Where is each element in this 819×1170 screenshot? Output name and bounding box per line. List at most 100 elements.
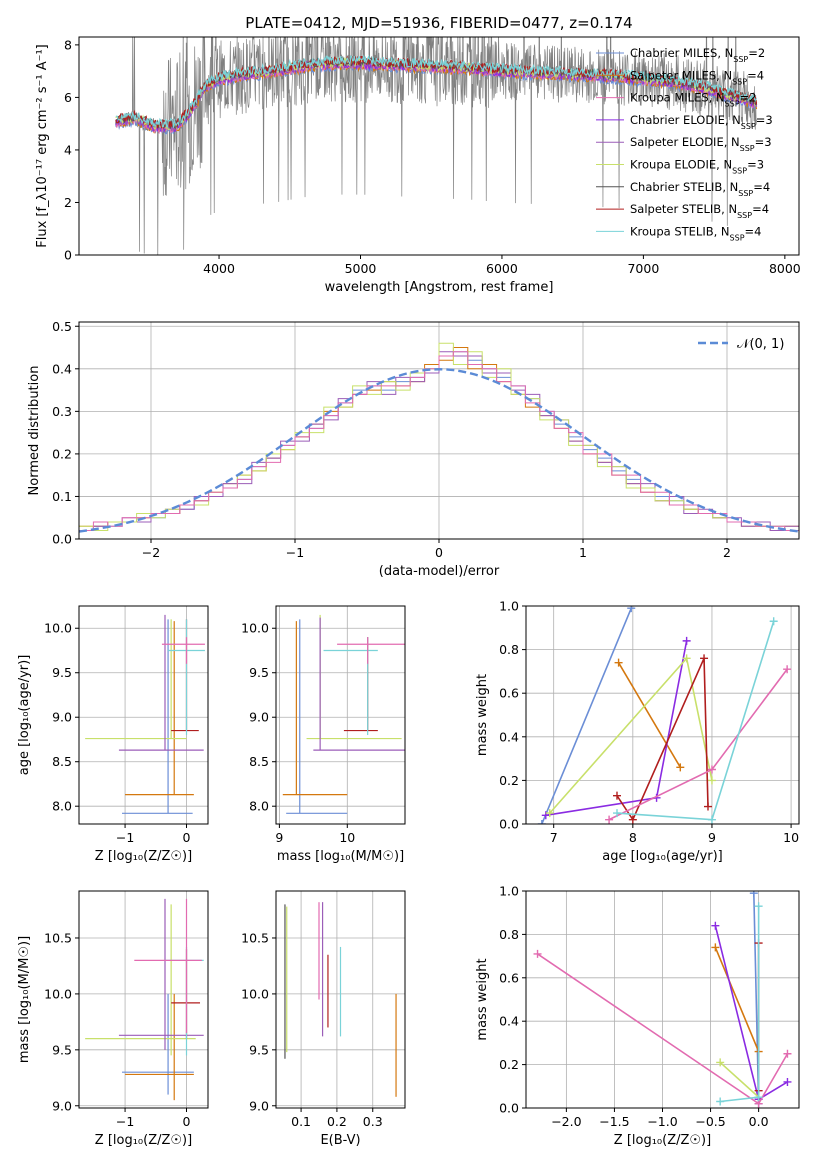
x-tick-label: 6000 [486,261,518,276]
plot-area [85,898,204,1101]
x-axis-label: Z [log₁₀(Z/Z☉)] [95,1133,192,1148]
mass-weight-line [616,621,775,821]
marker-plus [754,1093,763,1102]
plot-area [282,614,405,814]
y-tick-label: 0.4 [52,361,72,376]
y-tick-label: 0.6 [499,686,519,701]
y-tick-label: 9.0 [52,1098,72,1113]
x-tick-label: 10 [339,830,355,845]
y-axis-label: mass weight [475,674,490,756]
y-tick-label: 10.5 [241,930,269,945]
chart-panel-4: 9 10 8.0 8.5 9.0 9.5 10.0 mass [log₁₀(M/M☉)] [241,605,406,864]
x-axis-label: E(B-V) [320,1133,360,1148]
marker-plus [716,1058,725,1067]
x-tick-label: 7000 [627,261,659,276]
plot-area [533,891,792,1108]
marker-plus [711,943,720,952]
y-tick-label: 8.5 [249,754,269,769]
y-axis-label: mass weight [475,958,490,1040]
legend-label: Kroupa STELIB, NSSP=4 [630,224,761,242]
mass-weight-line [719,1061,760,1098]
x-tick-label: −1.0 [647,1114,677,1129]
axes-frame [78,890,209,1109]
marker-plus [682,654,691,663]
marker-plus [704,802,712,811]
legend-label: Chabrier MILES, NSSP=2 [630,46,765,64]
x-tick-label: 0 [183,1114,191,1129]
y-tick-label: 6 [64,90,72,105]
y-tick-label: 1.0 [499,884,519,899]
x-tick-label: 10 [783,830,799,845]
y-tick-label: 0.2 [499,773,519,788]
chart-panel-1: 4000 5000 6000 7000 8000 0 2 4 6 8 wavelength [Ang… [35,36,801,295]
y-tick-label: 8.0 [249,799,269,814]
x-axis-label: mass [log₁₀(M/M☉)] [277,849,404,864]
y-tick-label: 0.2 [52,446,72,461]
y-axis-label: age [log₁₀(age/yr)] [17,655,32,776]
figure-title: PLATE=0412, MJD=51936, FIBERID=0477, z=0… [245,14,632,32]
marker-plus [676,763,685,772]
legend-label: Chabrier ELODIE, NSSP=3 [630,113,773,130]
x-tick-label: 0.2 [327,1114,347,1129]
x-tick-label: −1.5 [599,1114,629,1129]
axes-frame [78,605,209,825]
y-tick-label: 0.6 [499,970,519,985]
y-tick-label: 0 [64,248,72,263]
y-axis-label: Flux [f_λ10⁻¹⁷ erg cm⁻² s⁻¹ A⁻¹] [35,44,50,248]
y-tick-label: 10.0 [241,621,269,636]
legend-label: Salpeter STELIB, NSSP=4 [630,202,769,220]
marker-plus [613,809,621,818]
legend-label: Salpeter ELODIE, NSSP=3 [630,135,772,153]
chart-panel-7: 0.1 0.2 0.3 9.0 9.5 10.0 10.5 E(B-V) [241,890,406,1148]
legend-label: 𝒩(0, 1) [737,337,784,352]
marker-plus [707,815,716,824]
marker-plus [769,617,778,626]
marker-plus [707,776,716,785]
chart-panel-5: 7 8 9 10 0.0 0.2 0.4 0.6 0.8 1.0 age [log₁₀(age/yr… [475,599,800,864]
x-tick-label: 4000 [203,261,235,276]
x-tick-label: 0 [435,545,443,560]
chart-panel-8: −2.0 −1.5 −1.0 −0.5 0.0 0.0 0.2 0.4 0.6 0.8 1.0 Z [… [475,884,800,1148]
x-tick-label: 0.0 [749,1114,769,1129]
x-tick-label: −2 [142,545,160,560]
y-tick-label: 8.5 [52,754,72,769]
axes-frame [275,605,406,825]
marker-plus [614,658,623,667]
marker-plus [613,791,621,800]
y-tick-label: 10.5 [44,930,72,945]
marker-plus [545,809,554,818]
y-tick-label: 8 [64,37,72,52]
legend: Chabrier MILES, NSSP=2 Salpeter MILES, NS… [596,46,773,242]
y-axis-label: Normed distribution [27,366,42,496]
y-tick-label: 4 [64,142,72,157]
plot-area [284,902,397,1097]
x-axis-label: Z [log₁₀(Z/Z☉)] [95,849,192,864]
y-tick-label: 10.0 [44,986,72,1001]
mass-weight-line [541,607,632,824]
axes-frame [275,890,406,1109]
y-tick-label: 9.5 [52,665,72,680]
plot-area [85,614,205,814]
axes-frame [525,605,800,825]
marker-plus [711,921,720,930]
y-tick-label: 0.5 [52,319,72,334]
mass-weight-line [753,893,760,1104]
x-tick-label: −1 [286,545,304,560]
x-tick-label: 9 [275,830,283,845]
x-tick-label: 5000 [345,261,377,276]
y-tick-label: 0.3 [52,404,72,419]
axes-frame [78,36,800,256]
gaussian-curve [79,368,799,533]
x-tick-label: 1 [579,545,587,560]
y-tick-label: 8.0 [52,799,72,814]
chart-panel-2: −2 −1 0 1 2 0.0 0.1 0.2 0.3 0.4 0.5 (data-model)/er… [27,319,800,579]
marker-plus [628,815,637,824]
x-tick-label: 8000 [769,261,801,276]
marker-plus [605,815,614,824]
legend-label: Chabrier STELIB, NSSP=4 [630,180,770,198]
y-tick-label: 9.0 [249,710,269,725]
y-tick-label: 10.0 [241,986,269,1001]
x-tick-label: −1 [116,1114,134,1129]
marker-plus [749,891,758,898]
plot-area [79,342,799,533]
